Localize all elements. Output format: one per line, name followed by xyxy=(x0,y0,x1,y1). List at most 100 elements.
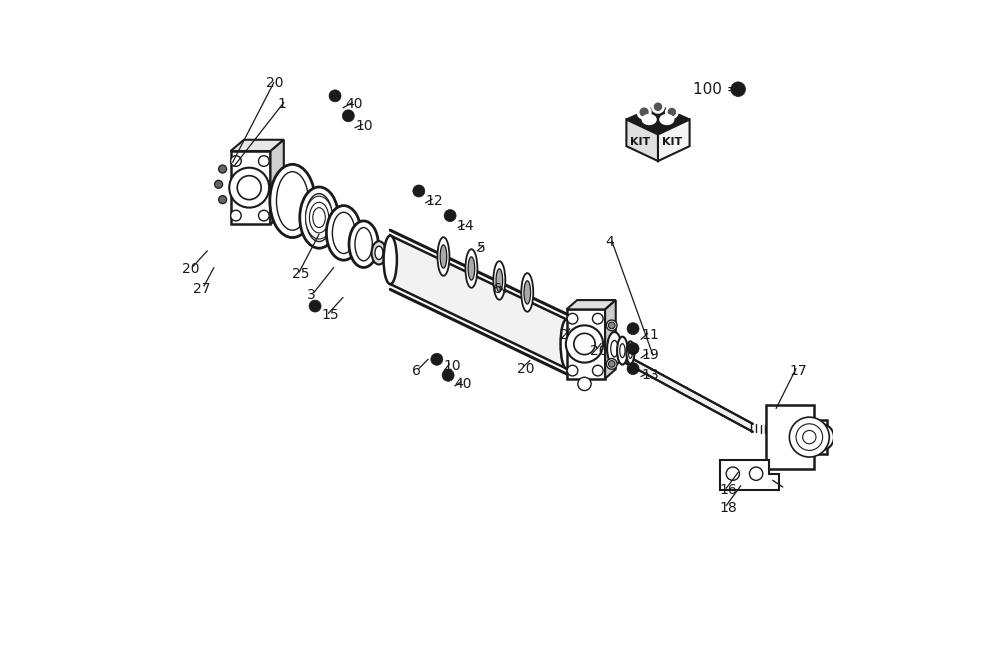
Text: 14: 14 xyxy=(457,219,474,233)
Circle shape xyxy=(219,196,227,204)
Circle shape xyxy=(431,353,443,365)
Ellipse shape xyxy=(496,269,503,292)
Polygon shape xyxy=(626,105,690,134)
Text: 16: 16 xyxy=(720,484,737,498)
Text: 5: 5 xyxy=(477,240,485,255)
Ellipse shape xyxy=(608,361,615,367)
Polygon shape xyxy=(231,140,284,151)
Ellipse shape xyxy=(300,187,338,248)
Ellipse shape xyxy=(524,281,531,304)
Text: 12: 12 xyxy=(425,194,443,208)
Ellipse shape xyxy=(276,172,308,230)
Ellipse shape xyxy=(493,261,505,300)
Circle shape xyxy=(578,377,591,391)
Polygon shape xyxy=(270,140,284,224)
Ellipse shape xyxy=(626,341,634,364)
Ellipse shape xyxy=(617,337,628,365)
Circle shape xyxy=(229,168,269,208)
Ellipse shape xyxy=(606,320,617,331)
Text: 10: 10 xyxy=(356,120,373,134)
Ellipse shape xyxy=(468,257,475,280)
Circle shape xyxy=(655,104,661,110)
Polygon shape xyxy=(626,120,658,161)
Text: 40: 40 xyxy=(346,98,363,112)
Circle shape xyxy=(215,180,223,188)
Circle shape xyxy=(814,430,827,444)
Circle shape xyxy=(329,90,341,102)
Polygon shape xyxy=(766,405,827,469)
Text: KIT: KIT xyxy=(662,137,683,147)
Circle shape xyxy=(567,313,578,324)
Circle shape xyxy=(574,333,595,355)
Ellipse shape xyxy=(306,196,333,239)
Circle shape xyxy=(652,101,664,113)
Ellipse shape xyxy=(313,208,325,228)
Circle shape xyxy=(749,467,763,480)
Circle shape xyxy=(567,365,578,376)
Text: 25: 25 xyxy=(292,267,310,281)
Circle shape xyxy=(592,365,603,376)
Polygon shape xyxy=(567,309,605,379)
Circle shape xyxy=(803,430,816,444)
Circle shape xyxy=(627,343,639,355)
Circle shape xyxy=(592,313,603,324)
Circle shape xyxy=(669,109,675,116)
Ellipse shape xyxy=(611,340,618,357)
Polygon shape xyxy=(390,236,567,369)
Ellipse shape xyxy=(607,332,622,365)
Ellipse shape xyxy=(811,423,821,435)
Ellipse shape xyxy=(309,202,329,233)
Circle shape xyxy=(796,424,823,450)
Circle shape xyxy=(666,106,678,118)
Polygon shape xyxy=(720,460,779,490)
Circle shape xyxy=(627,323,639,335)
Circle shape xyxy=(231,156,241,166)
Text: 4: 4 xyxy=(605,235,614,249)
Text: 100 =: 100 = xyxy=(693,81,739,97)
Circle shape xyxy=(444,210,456,222)
Ellipse shape xyxy=(620,343,625,357)
Circle shape xyxy=(789,417,829,457)
Circle shape xyxy=(566,325,603,363)
Circle shape xyxy=(637,106,651,119)
Circle shape xyxy=(237,176,261,200)
Circle shape xyxy=(640,108,648,116)
Text: 15: 15 xyxy=(322,309,339,323)
Ellipse shape xyxy=(628,347,632,358)
Text: 19: 19 xyxy=(641,348,659,362)
Circle shape xyxy=(342,110,354,122)
Ellipse shape xyxy=(355,228,372,261)
Text: 27: 27 xyxy=(193,282,210,296)
Text: 20: 20 xyxy=(590,343,607,357)
Text: 40: 40 xyxy=(455,377,472,391)
Circle shape xyxy=(309,300,321,312)
Text: 20: 20 xyxy=(266,75,283,90)
Ellipse shape xyxy=(372,241,386,265)
Text: 13: 13 xyxy=(641,368,659,382)
Circle shape xyxy=(442,369,454,381)
Polygon shape xyxy=(606,345,753,432)
Circle shape xyxy=(259,210,269,221)
Text: 20: 20 xyxy=(517,361,534,375)
Ellipse shape xyxy=(384,236,397,284)
Polygon shape xyxy=(231,151,270,224)
Ellipse shape xyxy=(349,221,378,267)
Polygon shape xyxy=(658,120,690,161)
Polygon shape xyxy=(605,300,616,379)
Text: KIT: KIT xyxy=(630,137,650,147)
Ellipse shape xyxy=(561,319,573,369)
Ellipse shape xyxy=(437,237,449,276)
Ellipse shape xyxy=(306,194,332,242)
Ellipse shape xyxy=(375,246,383,259)
Ellipse shape xyxy=(326,206,361,260)
Text: 2: 2 xyxy=(560,329,569,342)
Circle shape xyxy=(807,424,834,450)
Text: 18: 18 xyxy=(720,501,737,515)
Ellipse shape xyxy=(465,249,477,288)
Text: 11: 11 xyxy=(641,329,659,342)
Ellipse shape xyxy=(606,359,617,369)
Polygon shape xyxy=(567,300,616,309)
Circle shape xyxy=(231,210,241,221)
Circle shape xyxy=(726,467,739,480)
Circle shape xyxy=(259,156,269,166)
